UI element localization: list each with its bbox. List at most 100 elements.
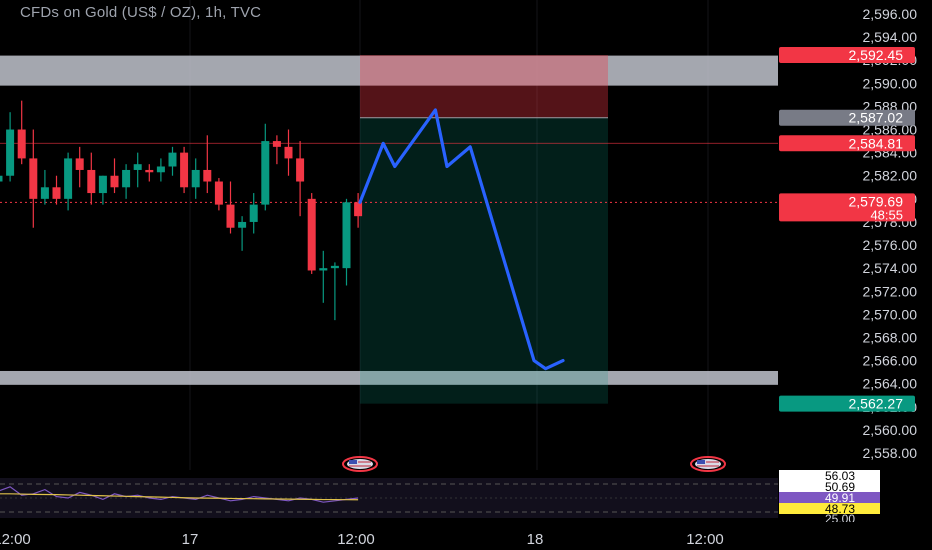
- rsi-pane-bg: [0, 478, 778, 518]
- flag-canton: [349, 460, 357, 464]
- candle: [214, 178, 223, 211]
- candles-layer: [0, 100, 363, 321]
- time-tick-label: 12:00: [686, 531, 724, 548]
- candle: [354, 193, 363, 228]
- price-tick-label: 2,572.00: [863, 283, 918, 299]
- time-tick-label: 12:00: [337, 531, 375, 548]
- price-axis[interactable]: 2,596.002,594.002,592.002,590.002,588.00…: [778, 0, 932, 470]
- candle-body: [319, 268, 328, 271]
- candle-body: [354, 202, 363, 217]
- candle-body: [29, 158, 38, 199]
- candle-body: [226, 204, 235, 228]
- candle-body: [307, 198, 316, 271]
- candle-body: [191, 169, 200, 188]
- candle: [75, 146, 84, 188]
- price-tick-label: 2,560.00: [863, 422, 918, 438]
- candle: [133, 152, 142, 188]
- price-lines-layer: [0, 142, 778, 203]
- price-label-bg: [779, 135, 915, 152]
- sr-zone-1: [0, 370, 778, 385]
- price-label-bg: [779, 395, 915, 412]
- sr-zone-0: [0, 55, 778, 86]
- price-tick-label: 2,594.00: [863, 29, 918, 45]
- candle-body: [64, 158, 73, 199]
- price-label: 2,584.81: [849, 135, 904, 151]
- candle: [191, 158, 200, 199]
- price-tick-label: 2,558.00: [863, 445, 918, 461]
- time-tick-label: 12:00: [0, 531, 31, 548]
- price-tick-label: 2,582.00: [863, 168, 918, 184]
- rsi-tick-label: 49.91: [825, 491, 855, 505]
- candle-body: [238, 221, 247, 228]
- time-tick-label: 18: [527, 531, 544, 548]
- candle-body: [168, 152, 177, 167]
- candle: [330, 262, 339, 321]
- candle: [296, 141, 305, 217]
- price-tick-label: 2,564.00: [863, 376, 918, 392]
- candle-body: [133, 164, 142, 170]
- take-profit-zone: [360, 117, 608, 404]
- candle: [98, 175, 107, 205]
- time-axis[interactable]: 12:00 17 12:00 18 12:00: [0, 522, 932, 550]
- candle-body: [214, 181, 223, 205]
- rsi-tick-label: 50.69: [825, 480, 855, 494]
- candle-body: [6, 129, 15, 176]
- candle: [17, 100, 26, 165]
- candle: [272, 135, 281, 165]
- candle: [29, 129, 38, 228]
- candle-body: [145, 169, 154, 173]
- price-tick-label: 2,570.00: [863, 306, 918, 322]
- flag-ring: [690, 456, 726, 472]
- candle: [0, 175, 3, 182]
- candle: [307, 193, 316, 274]
- stop-loss-zone: [360, 55, 608, 118]
- price-tick-label: 2,566.00: [863, 353, 918, 369]
- candle: [64, 152, 73, 211]
- candle-body: [40, 187, 49, 199]
- rsi-tick-label: 48.73: [825, 502, 855, 516]
- candle-body: [17, 129, 26, 159]
- candle: [284, 129, 293, 176]
- candle-body: [330, 265, 339, 269]
- flag-ring: [342, 456, 378, 472]
- candle-body: [0, 175, 3, 182]
- symbol-title[interactable]: CFDs on Gold (US$ / OZ), 1h, TVC: [20, 4, 262, 21]
- projection-layer[interactable]: [358, 108, 565, 371]
- price-tick-label: 2,590.00: [863, 75, 918, 91]
- candle: [145, 164, 154, 182]
- us-event-flag-icon: [342, 456, 378, 472]
- candle: [6, 112, 15, 182]
- price-label: 2,579.69: [849, 193, 904, 209]
- candle: [203, 135, 212, 194]
- rsi-label-bg: [779, 470, 880, 481]
- position-layer[interactable]: [360, 55, 608, 404]
- projected-path-line: [358, 108, 565, 371]
- candle-body: [272, 141, 281, 147]
- price-label-bg: [779, 193, 915, 222]
- candle-body: [249, 204, 258, 222]
- flag-canton: [697, 460, 705, 464]
- candle: [249, 193, 258, 234]
- rsi-ma-line: [0, 493, 359, 501]
- price-tick-label: 2,568.00: [863, 329, 918, 345]
- time-tick-label: 17: [182, 531, 199, 548]
- candle-body: [203, 169, 212, 182]
- price-axis-bg: [778, 0, 932, 470]
- countdown-label: 48:55: [870, 207, 903, 222]
- candle-body: [75, 158, 84, 170]
- candle: [168, 146, 177, 176]
- candle: [122, 164, 131, 199]
- rsi-label-bg: [779, 481, 880, 492]
- price-label-bg: [779, 109, 915, 126]
- candle-body: [52, 187, 61, 199]
- candle: [52, 175, 61, 205]
- zones-layer: [0, 0, 778, 470]
- candle-body: [296, 158, 305, 182]
- event-flags[interactable]: [342, 456, 726, 472]
- price-tick-label: 2,574.00: [863, 260, 918, 276]
- rsi-label-bg: [779, 492, 880, 503]
- price-tick-label: 2,596.00: [863, 6, 918, 22]
